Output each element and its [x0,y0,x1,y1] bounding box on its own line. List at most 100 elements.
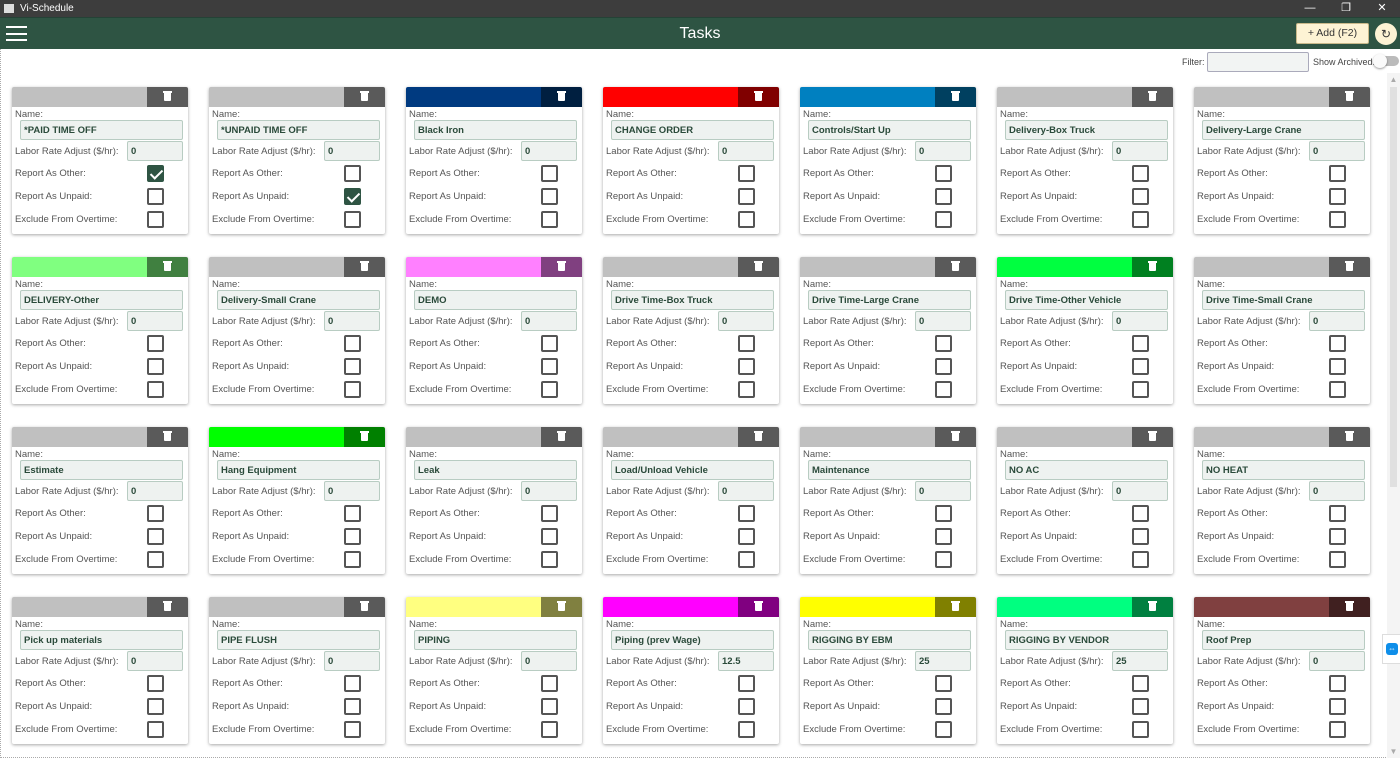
delete-button[interactable] [1132,597,1173,617]
report-as-unpaid-checkbox[interactable] [147,698,164,715]
labor-rate-input[interactable]: 0 [127,141,183,161]
delete-button[interactable] [935,427,976,447]
report-as-other-checkbox[interactable] [344,675,361,692]
report-as-unpaid-checkbox[interactable] [541,358,558,375]
task-name-input[interactable]: Controls/Start Up [808,120,971,140]
filter-input[interactable] [1207,52,1309,72]
report-as-unpaid-checkbox[interactable] [1329,358,1346,375]
labor-rate-input[interactable]: 0 [718,481,774,501]
task-color-header[interactable] [406,597,582,617]
task-name-input[interactable]: *UNPAID TIME OFF [217,120,380,140]
task-name-input[interactable]: Drive Time-Other Vehicle [1005,290,1168,310]
report-as-unpaid-checkbox[interactable] [1132,528,1149,545]
task-color-header[interactable] [1194,597,1370,617]
labor-rate-input[interactable]: 0 [521,311,577,331]
report-as-other-checkbox[interactable] [935,335,952,352]
labor-rate-input[interactable]: 0 [127,651,183,671]
delete-button[interactable] [1329,597,1370,617]
report-as-unpaid-checkbox[interactable] [738,358,755,375]
exclude-overtime-checkbox[interactable] [344,551,361,568]
report-as-other-checkbox[interactable] [1329,505,1346,522]
report-as-other-checkbox[interactable] [344,335,361,352]
labor-rate-input[interactable]: 0 [324,141,380,161]
task-name-input[interactable]: Drive Time-Box Truck [611,290,774,310]
task-name-input[interactable]: DELIVERY-Other [20,290,183,310]
task-name-input[interactable]: *PAID TIME OFF [20,120,183,140]
exclude-overtime-checkbox[interactable] [1132,381,1149,398]
report-as-other-checkbox[interactable] [738,505,755,522]
delete-button[interactable] [147,87,188,107]
report-as-other-checkbox[interactable] [541,165,558,182]
task-color-header[interactable] [1194,257,1370,277]
exclude-overtime-checkbox[interactable] [935,211,952,228]
delete-button[interactable] [1132,427,1173,447]
task-color-header[interactable] [1194,87,1370,107]
report-as-other-checkbox[interactable] [541,505,558,522]
exclude-overtime-checkbox[interactable] [738,721,755,738]
labor-rate-input[interactable]: 0 [718,141,774,161]
restore-button[interactable]: ❐ [1341,2,1351,14]
report-as-unpaid-checkbox[interactable] [1132,698,1149,715]
labor-rate-input[interactable]: 0 [1112,481,1168,501]
labor-rate-input[interactable]: 0 [1309,651,1365,671]
labor-rate-input[interactable]: 0 [718,311,774,331]
delete-button[interactable] [344,597,385,617]
exclude-overtime-checkbox[interactable] [738,211,755,228]
report-as-other-checkbox[interactable] [147,165,164,182]
delete-button[interactable] [541,427,582,447]
report-as-other-checkbox[interactable] [935,505,952,522]
scroll-up-icon[interactable]: ▲ [1389,75,1398,84]
report-as-unpaid-checkbox[interactable] [541,698,558,715]
delete-button[interactable] [1132,87,1173,107]
report-as-other-checkbox[interactable] [1132,505,1149,522]
task-name-input[interactable]: Black Iron [414,120,577,140]
task-name-input[interactable]: Roof Prep [1202,630,1365,650]
delete-button[interactable] [935,597,976,617]
exclude-overtime-checkbox[interactable] [1329,551,1346,568]
task-color-header[interactable] [406,427,582,447]
report-as-unpaid-checkbox[interactable] [541,528,558,545]
report-as-unpaid-checkbox[interactable] [344,698,361,715]
labor-rate-input[interactable]: 0 [915,481,971,501]
delete-button[interactable] [344,427,385,447]
exclude-overtime-checkbox[interactable] [344,721,361,738]
task-name-input[interactable]: PIPING [414,630,577,650]
delete-button[interactable] [935,257,976,277]
delete-button[interactable] [541,257,582,277]
exclude-overtime-checkbox[interactable] [147,211,164,228]
task-name-input[interactable]: Pick up materials [20,630,183,650]
task-name-input[interactable]: NO HEAT [1202,460,1365,480]
exclude-overtime-checkbox[interactable] [935,381,952,398]
labor-rate-input[interactable]: 0 [915,141,971,161]
report-as-unpaid-checkbox[interactable] [935,698,952,715]
report-as-other-checkbox[interactable] [738,675,755,692]
task-color-header[interactable] [12,597,188,617]
exclude-overtime-checkbox[interactable] [738,381,755,398]
labor-rate-input[interactable]: 0 [1309,311,1365,331]
delete-button[interactable] [738,87,779,107]
report-as-unpaid-checkbox[interactable] [1132,358,1149,375]
refresh-icon[interactable]: ↻ [1375,23,1397,45]
exclude-overtime-checkbox[interactable] [738,551,755,568]
report-as-unpaid-checkbox[interactable] [1329,698,1346,715]
task-color-header[interactable] [12,257,188,277]
delete-button[interactable] [541,597,582,617]
labor-rate-input[interactable]: 0 [127,311,183,331]
exclude-overtime-checkbox[interactable] [1132,551,1149,568]
report-as-other-checkbox[interactable] [1132,675,1149,692]
report-as-unpaid-checkbox[interactable] [738,528,755,545]
delete-button[interactable] [344,257,385,277]
task-color-header[interactable] [12,427,188,447]
report-as-unpaid-checkbox[interactable] [1329,188,1346,205]
labor-rate-input[interactable]: 0 [324,311,380,331]
vertical-scrollbar[interactable]: ▲ ▼ [1387,73,1400,758]
labor-rate-input[interactable]: 12.5 [718,651,774,671]
report-as-unpaid-checkbox[interactable] [1329,528,1346,545]
task-name-input[interactable]: Estimate [20,460,183,480]
task-color-header[interactable] [209,427,385,447]
task-name-input[interactable]: RIGGING BY VENDOR [1005,630,1168,650]
report-as-unpaid-checkbox[interactable] [935,528,952,545]
labor-rate-input[interactable]: 0 [915,311,971,331]
delete-button[interactable] [1329,427,1370,447]
scroll-down-icon[interactable]: ▼ [1389,747,1398,756]
